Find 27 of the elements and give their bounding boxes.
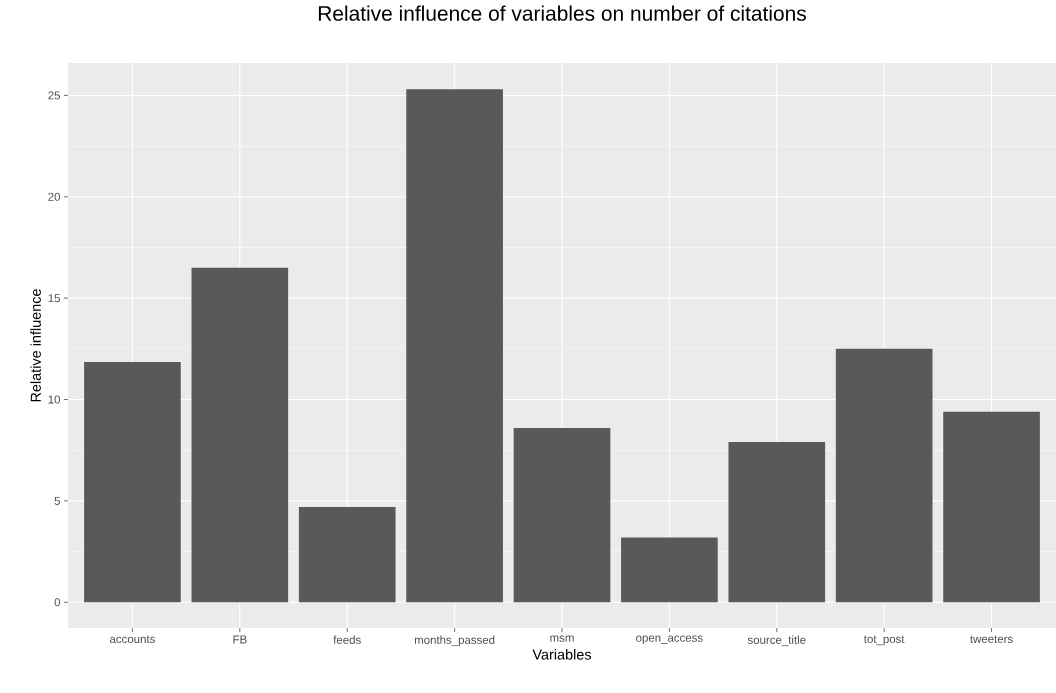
x-tick-label: tweeters (970, 635, 1013, 644)
x-axis-title: Variables (532, 649, 592, 660)
bar (943, 411, 1040, 603)
x-tick-label: FB (233, 635, 247, 644)
y-axis-title: Relative influence (30, 289, 41, 402)
bar (728, 442, 826, 603)
y-tick-label: 25 (48, 91, 60, 100)
y-tick-label: 10 (48, 395, 61, 404)
x-tick-label: msm (550, 635, 574, 642)
x-tick-label: feeds (333, 635, 361, 644)
bar (621, 537, 718, 603)
bar (191, 267, 289, 603)
bar (298, 506, 396, 603)
y-tick-label: 0 (54, 598, 61, 607)
chart-title: Relative influence of variables on number of citations (318, 5, 806, 21)
bar (513, 427, 611, 603)
x-tick-label: source_title (747, 635, 806, 647)
bar (84, 362, 181, 603)
y-tick-label: 5 (54, 496, 60, 505)
x-tick-label: accounts (109, 635, 155, 644)
bar (835, 348, 933, 603)
x-tick-label: tot_post (863, 635, 905, 646)
bar (406, 89, 503, 603)
x-tick-label: open_access (636, 635, 703, 645)
y-tick-label: 15 (48, 294, 60, 303)
x-tick-label: months_passed (414, 635, 495, 647)
y-tick-label: 20 (48, 192, 61, 201)
